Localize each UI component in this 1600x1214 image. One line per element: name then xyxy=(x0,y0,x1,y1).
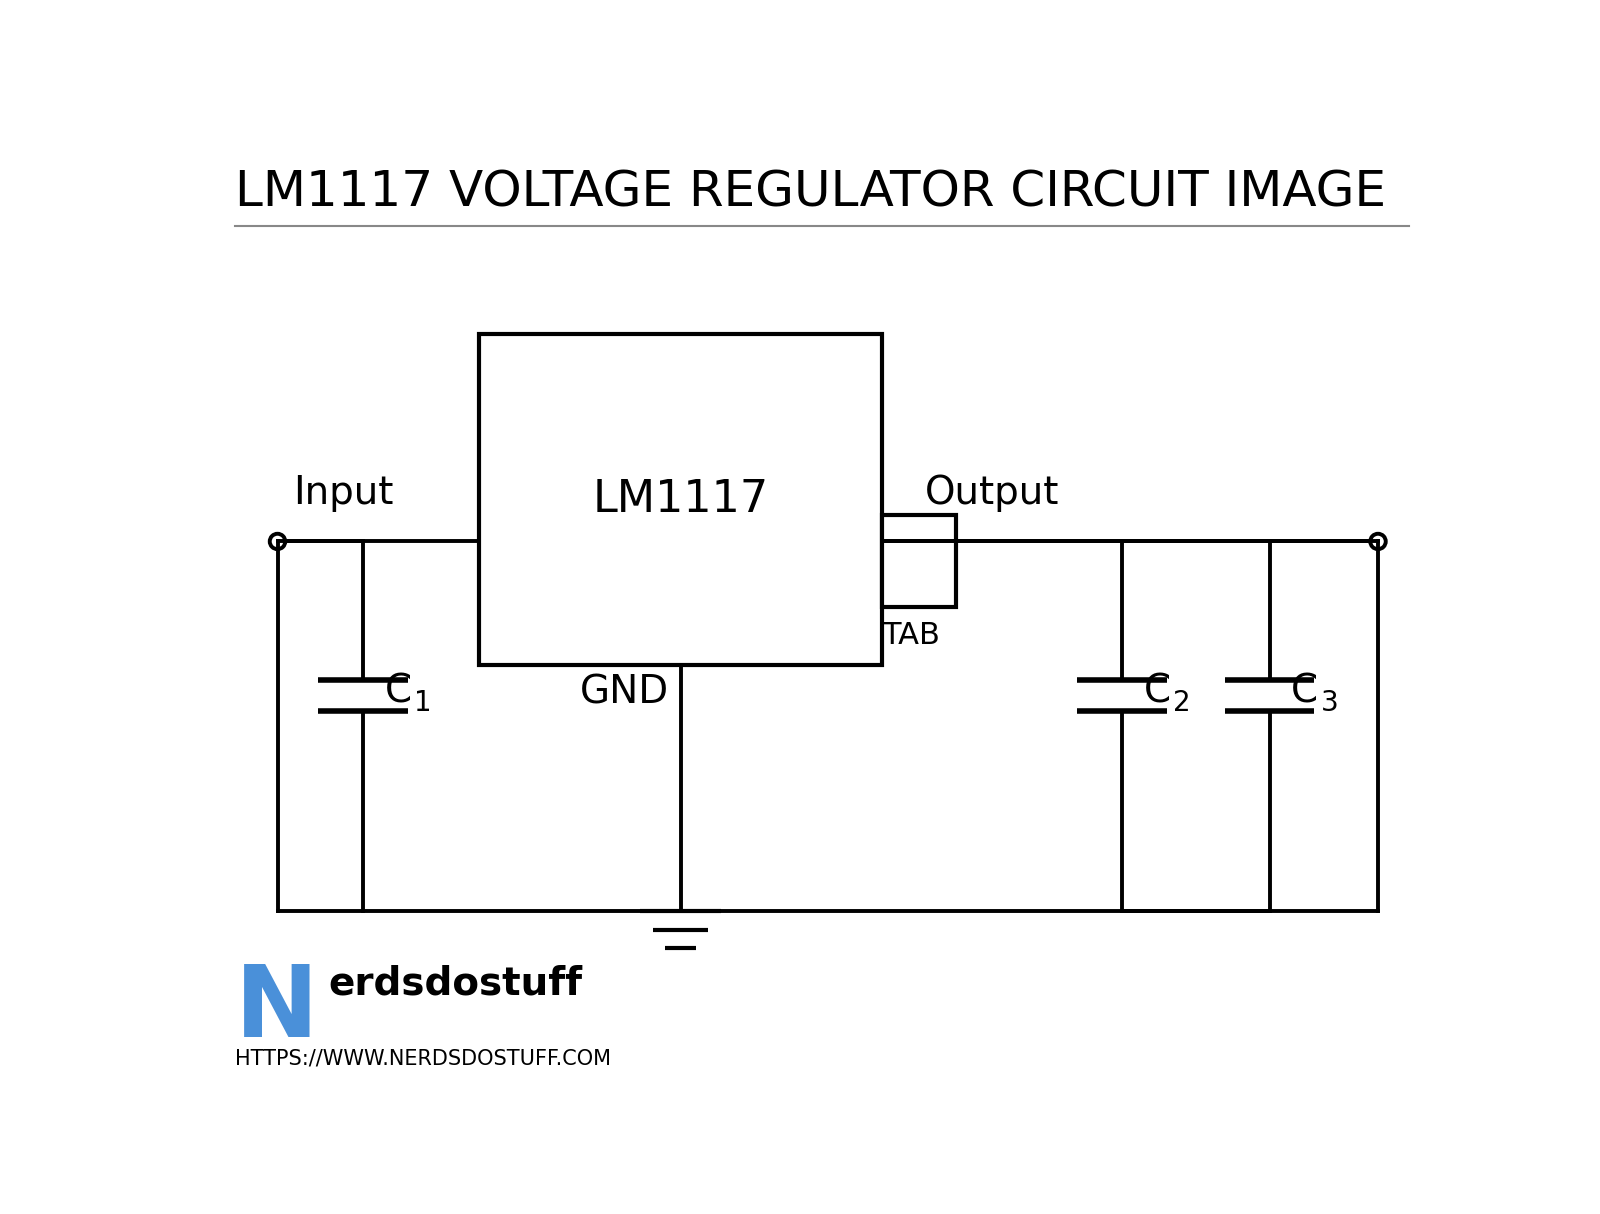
Text: C: C xyxy=(1144,673,1171,710)
Text: 1: 1 xyxy=(414,690,432,717)
Text: C: C xyxy=(384,673,411,710)
Text: 2: 2 xyxy=(1173,690,1190,717)
Text: LM1117 VOLTAGE REGULATOR CIRCUIT IMAGE: LM1117 VOLTAGE REGULATOR CIRCUIT IMAGE xyxy=(235,168,1386,216)
Text: HTTPS://WWW.NERDSDOSTUFF.COM: HTTPS://WWW.NERDSDOSTUFF.COM xyxy=(235,1048,611,1068)
Text: TAB: TAB xyxy=(882,620,939,649)
Text: LM1117: LM1117 xyxy=(592,477,768,521)
Text: N: N xyxy=(235,961,318,1059)
Bar xyxy=(478,334,882,664)
Text: Input: Input xyxy=(293,475,394,512)
Text: GND: GND xyxy=(579,674,669,711)
Text: Output: Output xyxy=(925,475,1059,512)
Text: C: C xyxy=(1291,673,1318,710)
Text: 3: 3 xyxy=(1320,690,1338,717)
Text: erdsdostuff: erdsdostuff xyxy=(328,965,582,1003)
Bar xyxy=(882,515,955,607)
